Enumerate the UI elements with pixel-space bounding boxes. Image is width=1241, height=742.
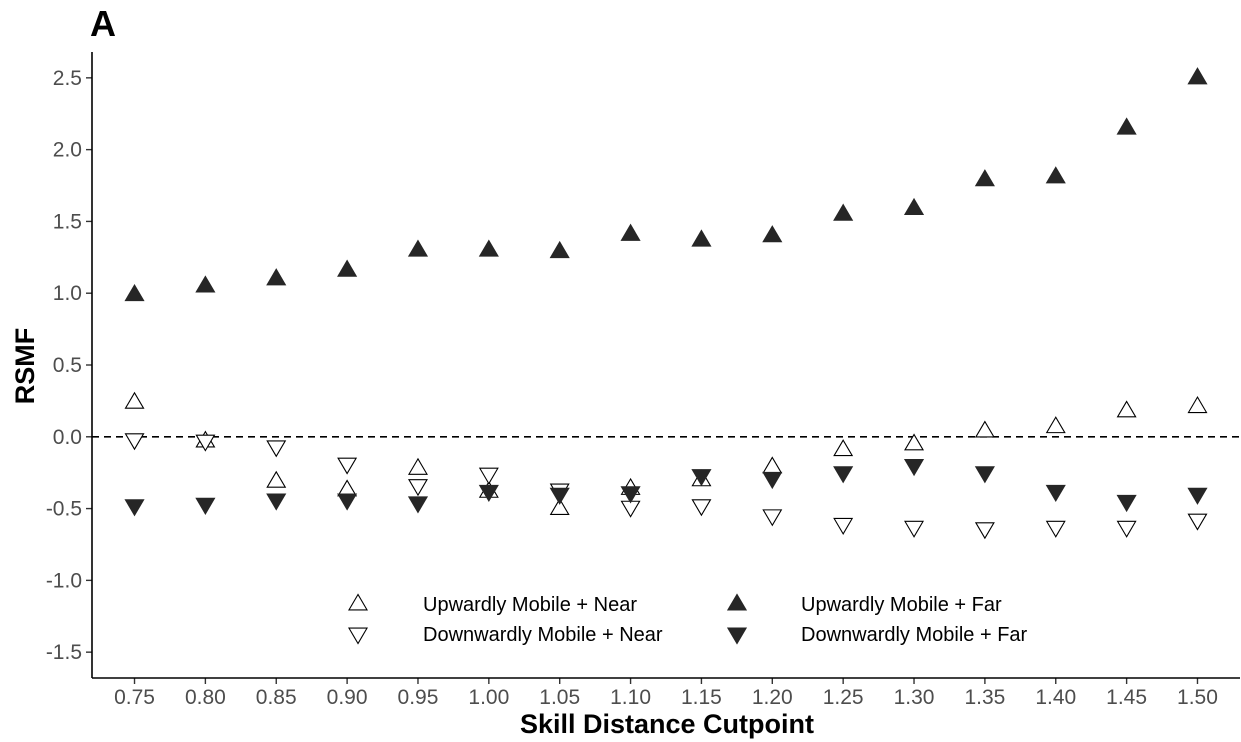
upwardly-mobile-near-point — [833, 439, 854, 457]
downwardly-mobile-far-point — [195, 497, 216, 515]
downwardly-mobile-near-point — [337, 457, 358, 475]
x-axis-title: Skill Distance Cutpoint — [520, 709, 814, 739]
legend-downwardly-mobile-near-label: Downwardly Mobile + Near — [423, 624, 663, 646]
x-tick-label: 0.80 — [185, 686, 226, 709]
y-tick-label: 1.5 — [53, 210, 82, 233]
downwardly-mobile-near-point — [266, 440, 287, 458]
legend-upwardly-mobile-near-key — [348, 593, 368, 611]
downwardly-mobile-near-point — [620, 500, 641, 518]
upwardly-mobile-far-point — [195, 275, 216, 293]
downwardly-mobile-far-point — [903, 459, 925, 477]
x-tick-label: 0.75 — [114, 686, 155, 709]
legend-downwardly-mobile-near-key — [348, 627, 368, 645]
y-axis-title: RSMF — [10, 328, 40, 405]
downwardly-mobile-far-point — [762, 471, 783, 490]
downwardly-mobile-far-point — [337, 493, 358, 511]
upwardly-mobile-far-point — [337, 259, 358, 277]
downwardly-mobile-near-point — [478, 467, 499, 485]
downwardly-mobile-near-point — [1045, 520, 1066, 538]
upwardly-mobile-far-point — [691, 229, 712, 247]
downwardly-mobile-far-point — [266, 493, 287, 511]
upwardly-mobile-far-point — [974, 169, 995, 187]
x-tick-label: 0.95 — [398, 686, 439, 709]
x-tick-label: 1.20 — [752, 686, 793, 709]
legend-downwardly-mobile-far-key — [726, 627, 748, 645]
upwardly-mobile-far-point — [266, 268, 287, 286]
upwardly-mobile-near-point — [1045, 416, 1066, 434]
upwardly-mobile-far-point — [903, 197, 925, 215]
downwardly-mobile-near-point — [762, 509, 783, 527]
downwardly-mobile-far-point — [407, 496, 429, 514]
y-tick-label: 2.0 — [53, 139, 82, 162]
x-tick-label: 1.30 — [894, 686, 935, 709]
downwardly-mobile-near-point — [974, 522, 995, 540]
x-tick-label: 1.10 — [610, 686, 651, 709]
x-tick-label: 1.05 — [539, 686, 580, 709]
x-tick-label: 1.40 — [1035, 686, 1076, 709]
downwardly-mobile-near-point — [1116, 520, 1137, 538]
legend-downwardly-mobile-far-label: Downwardly Mobile + Far — [801, 624, 1028, 646]
legend-upwardly-mobile-near-label: Upwardly Mobile + Near — [423, 594, 637, 616]
legend-upwardly-mobile-far-label: Upwardly Mobile + Far — [801, 594, 1002, 616]
downwardly-mobile-far-point — [974, 466, 995, 484]
x-tick-label: 1.50 — [1177, 686, 1218, 709]
upwardly-mobile-far-point — [762, 225, 783, 243]
downwardly-mobile-far-point — [620, 486, 641, 504]
upwardly-mobile-near-point — [904, 433, 925, 451]
y-tick-label: -0.5 — [46, 498, 82, 521]
y-axis-ticks: 2.5 2.0 1.5 1.0 0.5 0.0 -0.5 -1.0 -1.5 — [46, 67, 92, 664]
upwardly-mobile-near-point — [549, 497, 570, 516]
upwardly-mobile-near-point — [762, 456, 783, 474]
downwardly-mobile-near-point — [1187, 513, 1208, 531]
downwardly-mobile-far-point — [691, 469, 712, 487]
x-tick-label: 0.85 — [256, 686, 297, 709]
legend-upwardly-mobile-far-key — [726, 593, 748, 611]
downwardly-mobile-near-point — [691, 499, 712, 517]
upwardly-mobile-far-point — [407, 239, 429, 257]
x-tick-label: 1.45 — [1106, 686, 1147, 709]
upwardly-mobile-far-point — [549, 240, 570, 259]
upwardly-mobile-near-point — [407, 457, 428, 475]
downwardly-mobile-far-point — [478, 484, 499, 503]
y-tick-label: 0.0 — [53, 426, 82, 449]
upwardly-mobile-far-point — [833, 203, 854, 221]
downwardly-mobile-far-point — [1187, 487, 1208, 505]
downwardly-mobile-near-point — [407, 479, 428, 497]
y-tick-label: 0.5 — [53, 354, 82, 377]
x-axis-ticks: 0.75 0.80 0.85 0.90 0.95 1.00 1.05 1.10 1.15 1.20… — [114, 678, 1218, 709]
upwardly-mobile-near-point — [1116, 400, 1137, 418]
upwardly-mobile-near-point — [124, 391, 145, 409]
x-tick-label: 1.35 — [964, 686, 1005, 709]
downwardly-mobile-near-point — [833, 517, 854, 535]
downwardly-mobile-far-point — [549, 487, 570, 505]
upwardly-mobile-far-point — [1187, 67, 1208, 85]
upwardly-mobile-far-point — [620, 223, 641, 241]
y-tick-label: 2.5 — [53, 67, 82, 90]
downwardly-mobile-far-point — [833, 466, 854, 484]
upwardly-mobile-near-point — [974, 420, 995, 438]
data-points — [124, 67, 1208, 540]
downwardly-mobile-near-point — [904, 520, 925, 538]
upwardly-mobile-near-point — [266, 470, 287, 488]
y-tick-label: 1.0 — [53, 282, 82, 305]
panel-label: A — [90, 3, 116, 44]
downwardly-mobile-near-point — [195, 434, 216, 452]
legend: Upwardly Mobile + Near Upwardly Mobile + … — [348, 593, 1028, 646]
upwardly-mobile-near-point — [1187, 396, 1208, 414]
x-tick-label: 1.25 — [823, 686, 864, 709]
downwardly-mobile-far-point — [1116, 494, 1137, 513]
x-tick-label: 1.15 — [681, 686, 722, 709]
downwardly-mobile-far-point — [1045, 484, 1066, 503]
x-tick-label: 0.90 — [327, 686, 368, 709]
upwardly-mobile-far-point — [478, 239, 499, 257]
upwardly-mobile-far-point — [1045, 166, 1066, 184]
downwardly-mobile-near-point — [124, 433, 145, 451]
downwardly-mobile-far-point — [124, 499, 145, 517]
y-tick-label: -1.0 — [46, 569, 82, 592]
y-tick-label: -1.5 — [46, 641, 82, 664]
x-tick-label: 1.00 — [468, 686, 509, 709]
upwardly-mobile-far-point — [1116, 117, 1137, 135]
upwardly-mobile-far-point — [124, 283, 145, 302]
